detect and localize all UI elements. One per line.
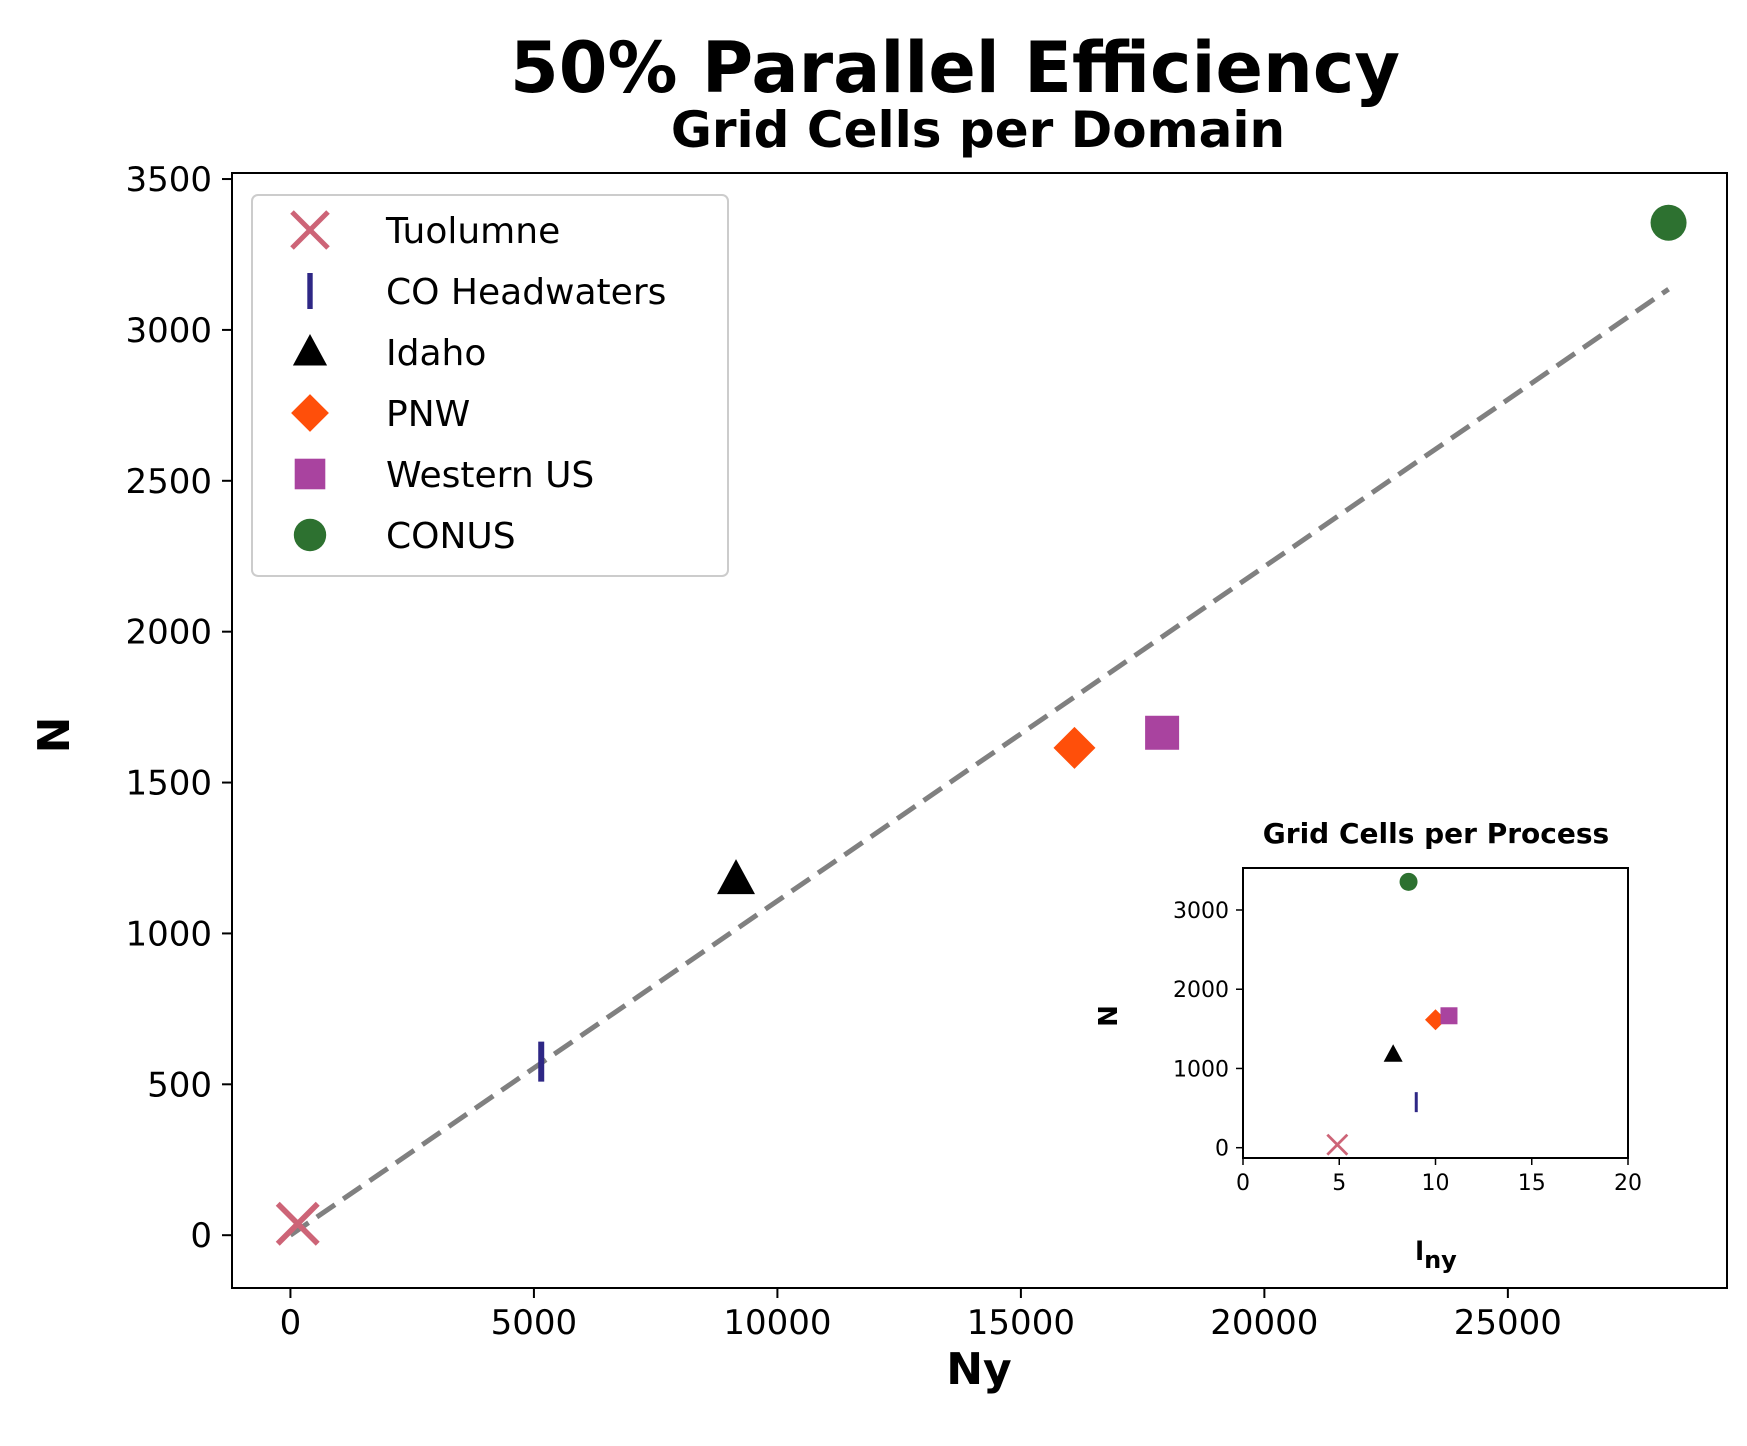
point-idaho-shape <box>717 859 756 895</box>
y-tick-label: 2000 <box>125 613 212 653</box>
legend-label-co-headwaters: CO Headwaters <box>386 272 666 313</box>
legend-label-conus: CONUS <box>386 516 516 557</box>
x-tick-label: 10000 <box>723 1303 831 1343</box>
legend-entry-tuolumne: Tuolumne <box>290 210 560 252</box>
x-axis-label: Ny <box>946 1344 1012 1395</box>
inset-plot: Grid Cells per Process 0 5 10 15 20 0 1000 200… <box>1094 817 1642 1274</box>
inset-point-conus <box>1399 872 1418 891</box>
legend-marker-conus-shape <box>293 518 327 552</box>
legend-marker-tuolumne <box>290 210 330 250</box>
point-western-us-shape <box>1145 715 1180 750</box>
x-tick-label: 15000 <box>967 1303 1075 1343</box>
inset-x-tick-label: 15 <box>1518 1171 1546 1196</box>
inset-point-tuolumne-stroke-b <box>1326 1133 1349 1156</box>
inset-y-tick-label: 2000 <box>1173 978 1229 1003</box>
legend-marker-pnw <box>291 394 329 432</box>
legend-entry-western-us: Western US <box>294 455 594 496</box>
inset-x-tick-label: 5 <box>1332 1171 1346 1196</box>
inset-point-western-us-shape <box>1440 1007 1458 1025</box>
point-western-us <box>1145 715 1180 750</box>
legend-label-idaho: Idaho <box>386 333 486 374</box>
inset-y-ticks: 0 1000 2000 3000 <box>1173 899 1243 1162</box>
legend-marker-conus <box>293 518 327 552</box>
point-tuolumne <box>275 1201 320 1246</box>
legend-label-pnw: PNW <box>386 394 470 435</box>
inset-y-axis-label: N <box>1094 1005 1124 1027</box>
legend-marker-idaho <box>292 334 328 366</box>
inset-x-tick-label: 20 <box>1614 1171 1642 1196</box>
legend-label-tuolumne: Tuolumne <box>385 211 560 252</box>
inset-point-idaho-shape <box>1383 1044 1403 1062</box>
y-tick-label: 2500 <box>125 462 212 502</box>
inset-point-conus-shape <box>1399 872 1418 891</box>
legend-marker-pnw-shape <box>291 394 329 432</box>
point-idaho <box>717 859 756 895</box>
inset-x-axis-label-main: l <box>1415 1237 1424 1267</box>
point-pnw <box>1053 726 1096 769</box>
main-data-points <box>275 204 1687 1246</box>
legend-entries: Tuolumne CO Headwaters Idaho PNW Western US C… <box>290 210 666 557</box>
main-x-ticks: 0 5000 10000 15000 20000 25000 <box>280 1288 1562 1343</box>
chart-title: 50% Parallel Efficiency <box>510 27 1400 109</box>
y-tick-label: 0 <box>190 1216 212 1256</box>
inset-y-tick-label: 0 <box>1215 1137 1229 1162</box>
y-tick-label: 3000 <box>125 311 212 351</box>
legend-label-western-us: Western US <box>386 455 594 496</box>
legend-marker-western-us-shape <box>294 458 326 490</box>
inset-data-points <box>1326 872 1458 1156</box>
legend-marker-idaho-shape <box>292 334 328 366</box>
inset-x-tick-label: 0 <box>1236 1171 1250 1196</box>
y-tick-label: 1500 <box>125 764 212 804</box>
point-tuolumne-stroke-b <box>275 1201 320 1246</box>
point-conus-shape <box>1650 204 1687 241</box>
inset-title: Grid Cells per Process <box>1263 817 1609 850</box>
y-tick-label: 1000 <box>125 914 212 954</box>
reference-line <box>289 287 1670 1238</box>
legend-entry-pnw: PNW <box>291 394 470 435</box>
x-tick-label: 25000 <box>1454 1303 1562 1343</box>
legend: Tuolumne CO Headwaters Idaho PNW Western US C… <box>251 194 729 577</box>
y-axis-label: N <box>29 717 80 754</box>
main-plot-area: 0 5000 10000 15000 20000 25000 05001000150020… <box>125 160 1728 1343</box>
inset-point-tuolumne <box>1326 1133 1349 1156</box>
inset-y-tick-label: 1000 <box>1173 1057 1229 1082</box>
x-tick-label: 5000 <box>491 1303 578 1343</box>
point-conus <box>1650 204 1687 241</box>
inset-point-idaho <box>1383 1044 1403 1062</box>
point-pnw-shape <box>1053 726 1096 769</box>
y-tick-label: 3500 <box>125 160 212 200</box>
x-tick-label: 0 <box>280 1303 302 1343</box>
inset-y-tick-label: 3000 <box>1173 899 1229 924</box>
inset-x-tick-label: 10 <box>1422 1171 1450 1196</box>
legend-marker-western-us <box>294 458 326 490</box>
main-y-ticks: 0 500 1000 1500 2000 2500 3000 3500 <box>125 160 232 1256</box>
main-plot-frame <box>231 172 1728 1289</box>
x-tick-label: 20000 <box>1210 1303 1318 1343</box>
chart-subtitle: Grid Cells per Domain <box>671 101 1285 159</box>
inset-x-axis-label: lny <box>1415 1237 1457 1274</box>
inset-point-western-us <box>1440 1007 1458 1025</box>
legend-box <box>251 194 729 577</box>
legend-marker-tuolumne-stroke-b <box>290 210 330 250</box>
legend-entry-conus: CONUS <box>293 516 516 557</box>
inset-x-ticks: 0 5 10 15 20 <box>1236 1158 1642 1196</box>
inset-x-axis-label-subscript: ny <box>1424 1246 1457 1274</box>
legend-entry-co-headwaters: CO Headwaters <box>307 272 666 313</box>
legend-entry-idaho: Idaho <box>292 333 486 374</box>
y-tick-label: 500 <box>147 1065 212 1105</box>
